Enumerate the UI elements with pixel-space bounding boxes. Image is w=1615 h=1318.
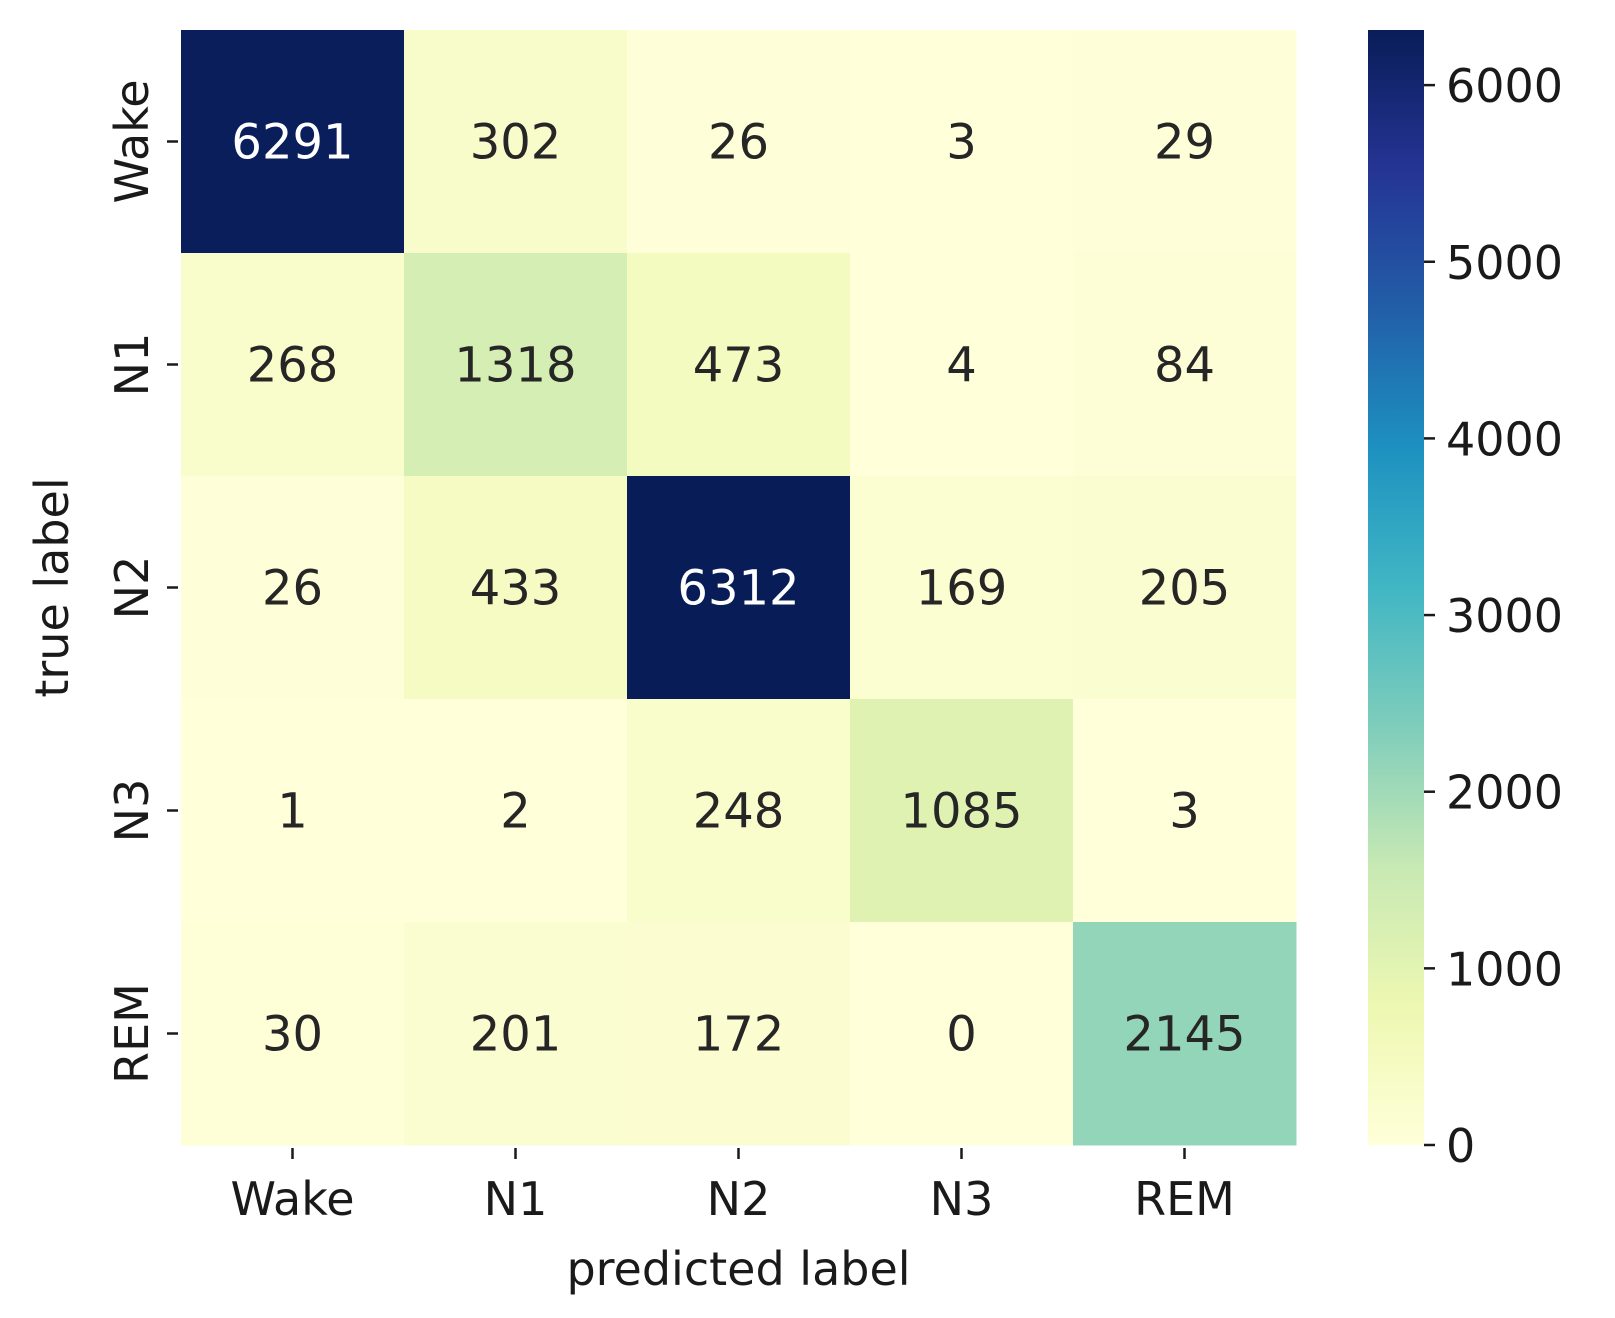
cell-value-label-n2-n1: 433 xyxy=(470,561,562,617)
cell-value-label-wake-n2: 26 xyxy=(708,115,769,171)
x-tick-label-n1: N1 xyxy=(484,1172,548,1226)
y-tick-label-n3: N3 xyxy=(105,779,159,843)
cell-value-label-rem-rem: 2145 xyxy=(1123,1007,1245,1063)
x-tick-label-n3: N3 xyxy=(930,1172,994,1226)
heatmap-cell-n1-n3 xyxy=(850,253,1074,477)
cell-value-label-n3-wake: 1 xyxy=(277,784,308,840)
cell-value-label-rem-n2: 172 xyxy=(693,1007,785,1063)
x-axis: Wake N1 N2 N3 REM xyxy=(230,1148,1235,1226)
colorbar-tick-label-1000: 1000 xyxy=(1446,942,1563,996)
heatmap-cell-n3-wake xyxy=(181,699,405,923)
cell-value-label-n3-n2: 248 xyxy=(693,784,785,840)
heatmap-cell-n1-wake xyxy=(181,253,405,477)
y-axis: Wake N1 N2 N3 REM xyxy=(105,79,178,1084)
heatmap-cell-n3-n3 xyxy=(850,699,1074,923)
heatmap-cell-n3-n1 xyxy=(404,699,628,923)
heatmap-cell-n1-n2 xyxy=(627,253,851,477)
cell-value-label-n2-rem: 205 xyxy=(1139,561,1231,617)
x-tick-label-rem: REM xyxy=(1134,1172,1235,1226)
colorbar: 0 1000 2000 3000 4000 5000 6000 xyxy=(1368,30,1563,1173)
heatmap-cell-n1-n1 xyxy=(404,253,628,477)
y-axis-title: true label xyxy=(25,477,79,697)
x-tick-label-n2: N2 xyxy=(707,1172,771,1226)
cell-value-label-n3-n3: 1085 xyxy=(900,784,1022,840)
colorbar-tick-label-3000: 3000 xyxy=(1446,589,1563,643)
cell-value-label-n1-wake: 268 xyxy=(247,338,339,394)
heatmap-cell-wake-n2 xyxy=(627,30,851,254)
heatmap-cell-n2-rem xyxy=(1073,476,1297,700)
colorbar-scale xyxy=(1368,30,1424,1145)
cell-value-label-rem-wake: 30 xyxy=(262,1007,323,1063)
cell-value-label-rem-n1: 201 xyxy=(470,1007,562,1063)
heatmap-cell-rem-n1 xyxy=(404,922,628,1146)
heatmap-cell-rem-wake xyxy=(181,922,405,1146)
colorbar-tick-label-6000: 6000 xyxy=(1446,59,1563,113)
cell-value-label-wake-rem: 29 xyxy=(1154,115,1215,171)
heatmap-cell-n2-n3 xyxy=(850,476,1074,700)
colorbar-tick-label-2000: 2000 xyxy=(1446,766,1563,820)
y-tick-label-wake: Wake xyxy=(105,79,159,203)
heatmap-cells xyxy=(181,30,1297,1146)
heatmap-cell-n1-rem xyxy=(1073,253,1297,477)
cell-value-label-wake-wake: 6291 xyxy=(231,115,353,171)
colorbar-tick-label-4000: 4000 xyxy=(1446,412,1563,466)
y-tick-label-rem: REM xyxy=(105,983,159,1084)
cell-value-label-n1-n1: 1318 xyxy=(454,338,576,394)
cell-value-label-n3-rem: 3 xyxy=(1169,784,1200,840)
cell-value-label-n2-n2: 6312 xyxy=(677,561,799,617)
heatmap-cell-n3-rem xyxy=(1073,699,1297,923)
cell-value-label-n1-n2: 473 xyxy=(693,338,785,394)
cell-value-label-rem-n3: 0 xyxy=(946,1007,977,1063)
heatmap-cell-rem-n2 xyxy=(627,922,851,1146)
heatmap-cell-n2-wake xyxy=(181,476,405,700)
heatmap-cell-rem-n3 xyxy=(850,922,1074,1146)
cell-value-label-n2-wake: 26 xyxy=(262,561,323,617)
heatmap-cell-wake-rem xyxy=(1073,30,1297,254)
cell-value-label-wake-n3: 3 xyxy=(946,115,977,171)
colorbar-tick-label-0: 0 xyxy=(1446,1119,1475,1173)
cell-value-label-wake-n1: 302 xyxy=(470,115,562,171)
heatmap-cell-rem-rem xyxy=(1073,922,1297,1146)
x-axis-title: predicted label xyxy=(566,1242,910,1296)
heatmap-cell-wake-n3 xyxy=(850,30,1074,254)
heatmap-cell-wake-wake xyxy=(181,30,405,254)
cell-value-label-n1-n3: 4 xyxy=(946,338,977,394)
heatmap-cell-n3-n2 xyxy=(627,699,851,923)
heatmap-cell-wake-n1 xyxy=(404,30,628,254)
x-tick-label-wake: Wake xyxy=(230,1172,354,1226)
heatmap-cell-n2-n2 xyxy=(627,476,851,700)
y-tick-label-n2: N2 xyxy=(105,556,159,620)
cell-value-label-n3-n1: 2 xyxy=(500,784,531,840)
cell-value-label-n1-rem: 84 xyxy=(1154,338,1215,394)
heatmap-cell-n2-n1 xyxy=(404,476,628,700)
colorbar-tick-label-5000: 5000 xyxy=(1446,236,1563,290)
y-tick-label-n1: N1 xyxy=(105,333,159,397)
cell-value-label-n2-n3: 169 xyxy=(916,561,1008,617)
